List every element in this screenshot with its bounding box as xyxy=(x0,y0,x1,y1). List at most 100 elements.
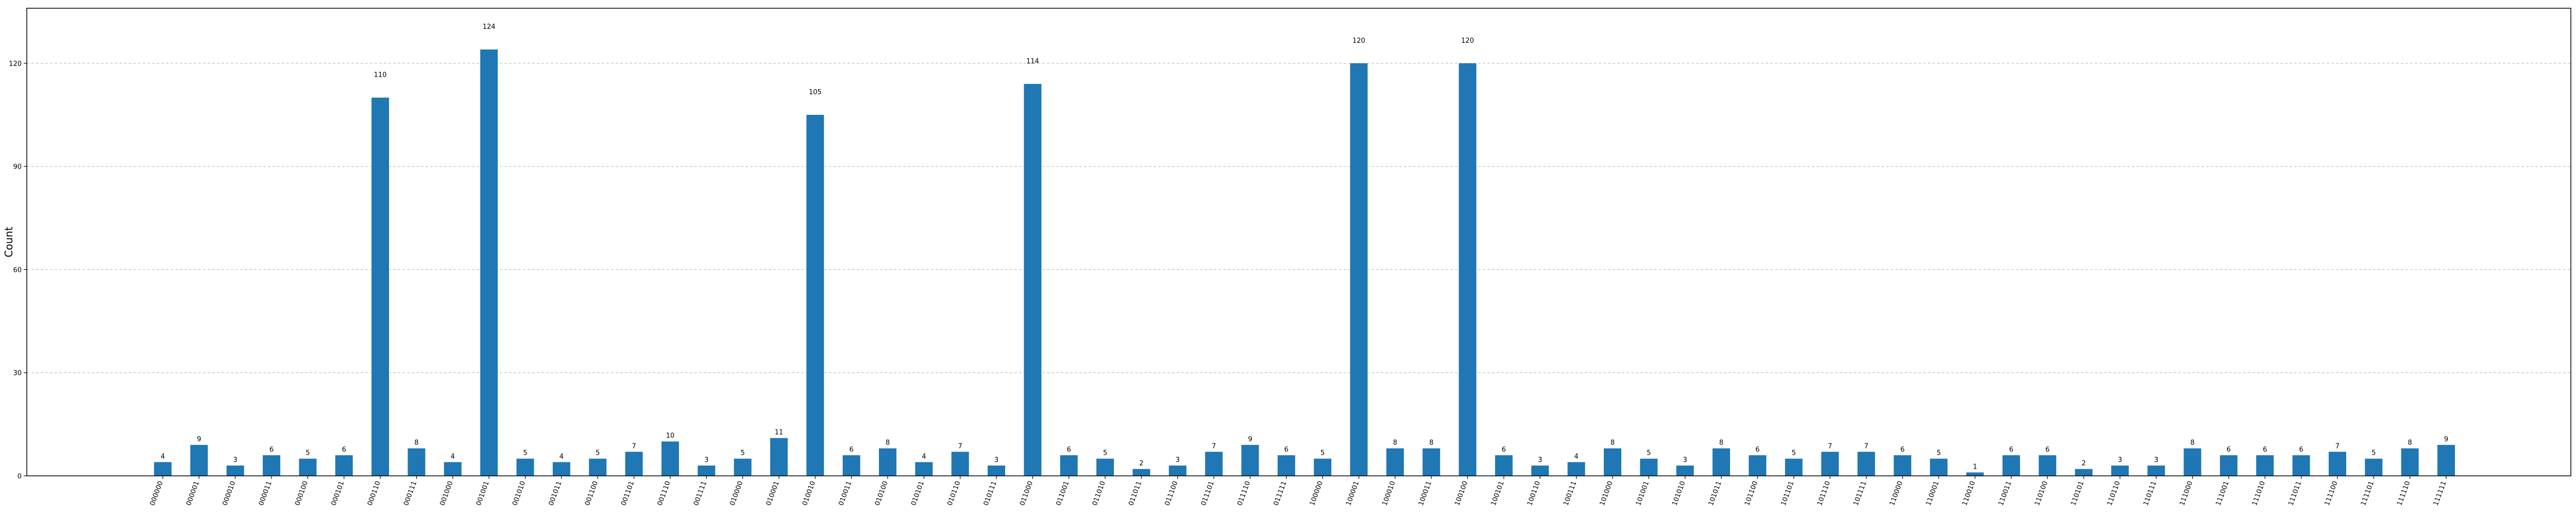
bar-value-label: 10 xyxy=(666,432,675,440)
x-tick-label: 100111 xyxy=(1562,480,1578,507)
x-tick-label: 101101 xyxy=(1780,480,1795,507)
bar xyxy=(335,455,353,476)
x-tick-label: 010000 xyxy=(728,480,744,507)
bar xyxy=(770,438,788,476)
x-tick-label: 000000 xyxy=(149,480,165,507)
bar-value-label: 8 xyxy=(1393,439,1397,447)
bar xyxy=(1603,448,1621,476)
bar-value-label: 9 xyxy=(2444,436,2448,443)
bar xyxy=(1821,452,1839,476)
bar xyxy=(2365,458,2383,476)
bar xyxy=(480,49,498,476)
x-tick-label: 110101 xyxy=(2070,480,2086,507)
bar-value-label: 8 xyxy=(1719,439,1723,447)
y-tick-label: 120 xyxy=(9,60,22,68)
x-tick-label: 101110 xyxy=(1816,480,1832,507)
bar-value-label: 5 xyxy=(1937,450,1941,457)
bar-value-label: 120 xyxy=(1352,37,1365,45)
bar xyxy=(2401,448,2419,476)
bar-value-label: 1 xyxy=(1973,463,1977,471)
bar-value-label: 124 xyxy=(483,23,496,31)
bar-value-label: 6 xyxy=(2299,446,2303,454)
bar xyxy=(2147,465,2165,476)
x-tick-label: 111011 xyxy=(2287,480,2303,507)
x-tick-label: 100010 xyxy=(1381,480,1397,507)
bar-value-label: 6 xyxy=(269,446,274,454)
x-tick-label: 011000 xyxy=(1019,480,1035,507)
bar xyxy=(1567,462,1585,476)
bar xyxy=(1422,448,1440,476)
bar-value-label: 7 xyxy=(632,442,636,450)
bars xyxy=(154,49,2455,476)
bar xyxy=(1060,455,1078,476)
bar xyxy=(1132,469,1150,476)
bar xyxy=(625,452,643,476)
bar-value-label: 9 xyxy=(1248,436,1252,443)
bar-value-label: 3 xyxy=(233,456,238,464)
x-tick-label: 101100 xyxy=(1743,480,1759,507)
bar-value-label: 4 xyxy=(1574,453,1578,460)
bar-value-label: 3 xyxy=(1176,456,1180,464)
bar-value-label: 6 xyxy=(849,446,853,454)
x-tick-label: 100011 xyxy=(1417,480,1433,507)
bar xyxy=(1277,455,1295,476)
x-tick-label: 110011 xyxy=(1997,480,2013,507)
x-tick-label: 000011 xyxy=(258,480,274,507)
x-tick-label: 010111 xyxy=(982,480,998,507)
x-tick-label: 010010 xyxy=(801,480,817,507)
x-tick-label: 011101 xyxy=(1200,480,1216,507)
bar xyxy=(1676,465,1694,476)
x-tick-label: 110110 xyxy=(2106,480,2122,507)
x-tick-label: 000010 xyxy=(221,480,237,507)
bar-value-label: 6 xyxy=(1284,446,1289,454)
bar-value-label: 105 xyxy=(809,89,822,96)
bar-value-label: 2 xyxy=(2081,460,2086,468)
bar xyxy=(589,458,607,476)
x-tick-label: 000001 xyxy=(185,480,201,507)
y-axis: 0 30 60 90 120 xyxy=(9,60,27,480)
bar-value-label: 8 xyxy=(1429,439,1433,447)
bar xyxy=(1749,455,1767,476)
plot-frame xyxy=(26,8,2571,476)
x-tick-label: 011100 xyxy=(1163,480,1179,507)
bar-value-label: 5 xyxy=(740,450,744,457)
bar xyxy=(408,448,426,476)
bar xyxy=(154,462,172,476)
x-tick-label: 111000 xyxy=(2178,480,2194,507)
bar xyxy=(299,458,317,476)
x-tick-label: 100110 xyxy=(1526,480,1542,507)
x-tick-label: 001111 xyxy=(692,480,708,507)
y-tick-label: 60 xyxy=(13,266,22,274)
x-tick-label: 110010 xyxy=(1961,480,1977,507)
bar-value-label: 11 xyxy=(775,429,784,437)
bar-value-label: 6 xyxy=(1067,446,1071,454)
bar xyxy=(1495,455,1513,476)
bar-value-label: 5 xyxy=(523,450,527,457)
bar xyxy=(734,458,752,476)
x-tick-label: 001100 xyxy=(584,480,600,507)
bar-value-label: 8 xyxy=(886,439,890,447)
bar-value-label: 3 xyxy=(1538,456,1542,464)
bar-value-label: 6 xyxy=(342,446,346,454)
bar xyxy=(1241,444,1259,476)
bar-value-label: 6 xyxy=(1502,446,1506,454)
x-tick-label: 010101 xyxy=(910,480,926,507)
bar-value-label: 3 xyxy=(2154,456,2158,464)
x-tick-label: 010011 xyxy=(837,480,853,507)
bar-value-label: 6 xyxy=(2045,446,2049,454)
y-tick-label: 0 xyxy=(18,473,22,480)
bar xyxy=(2111,465,2129,476)
y-tick-label: 90 xyxy=(13,163,22,171)
bar-value-label: 7 xyxy=(1212,442,1216,450)
x-tick-label: 000111 xyxy=(402,480,418,507)
bar-value-label: 9 xyxy=(197,436,201,443)
bar-value-label: 5 xyxy=(1792,450,1796,457)
bar xyxy=(371,97,389,476)
bar xyxy=(1893,455,1911,476)
bar xyxy=(226,465,244,476)
bar-value-label: 4 xyxy=(922,453,926,460)
bar xyxy=(190,444,208,476)
bar-value-label: 4 xyxy=(451,453,455,460)
bar xyxy=(2183,448,2201,476)
